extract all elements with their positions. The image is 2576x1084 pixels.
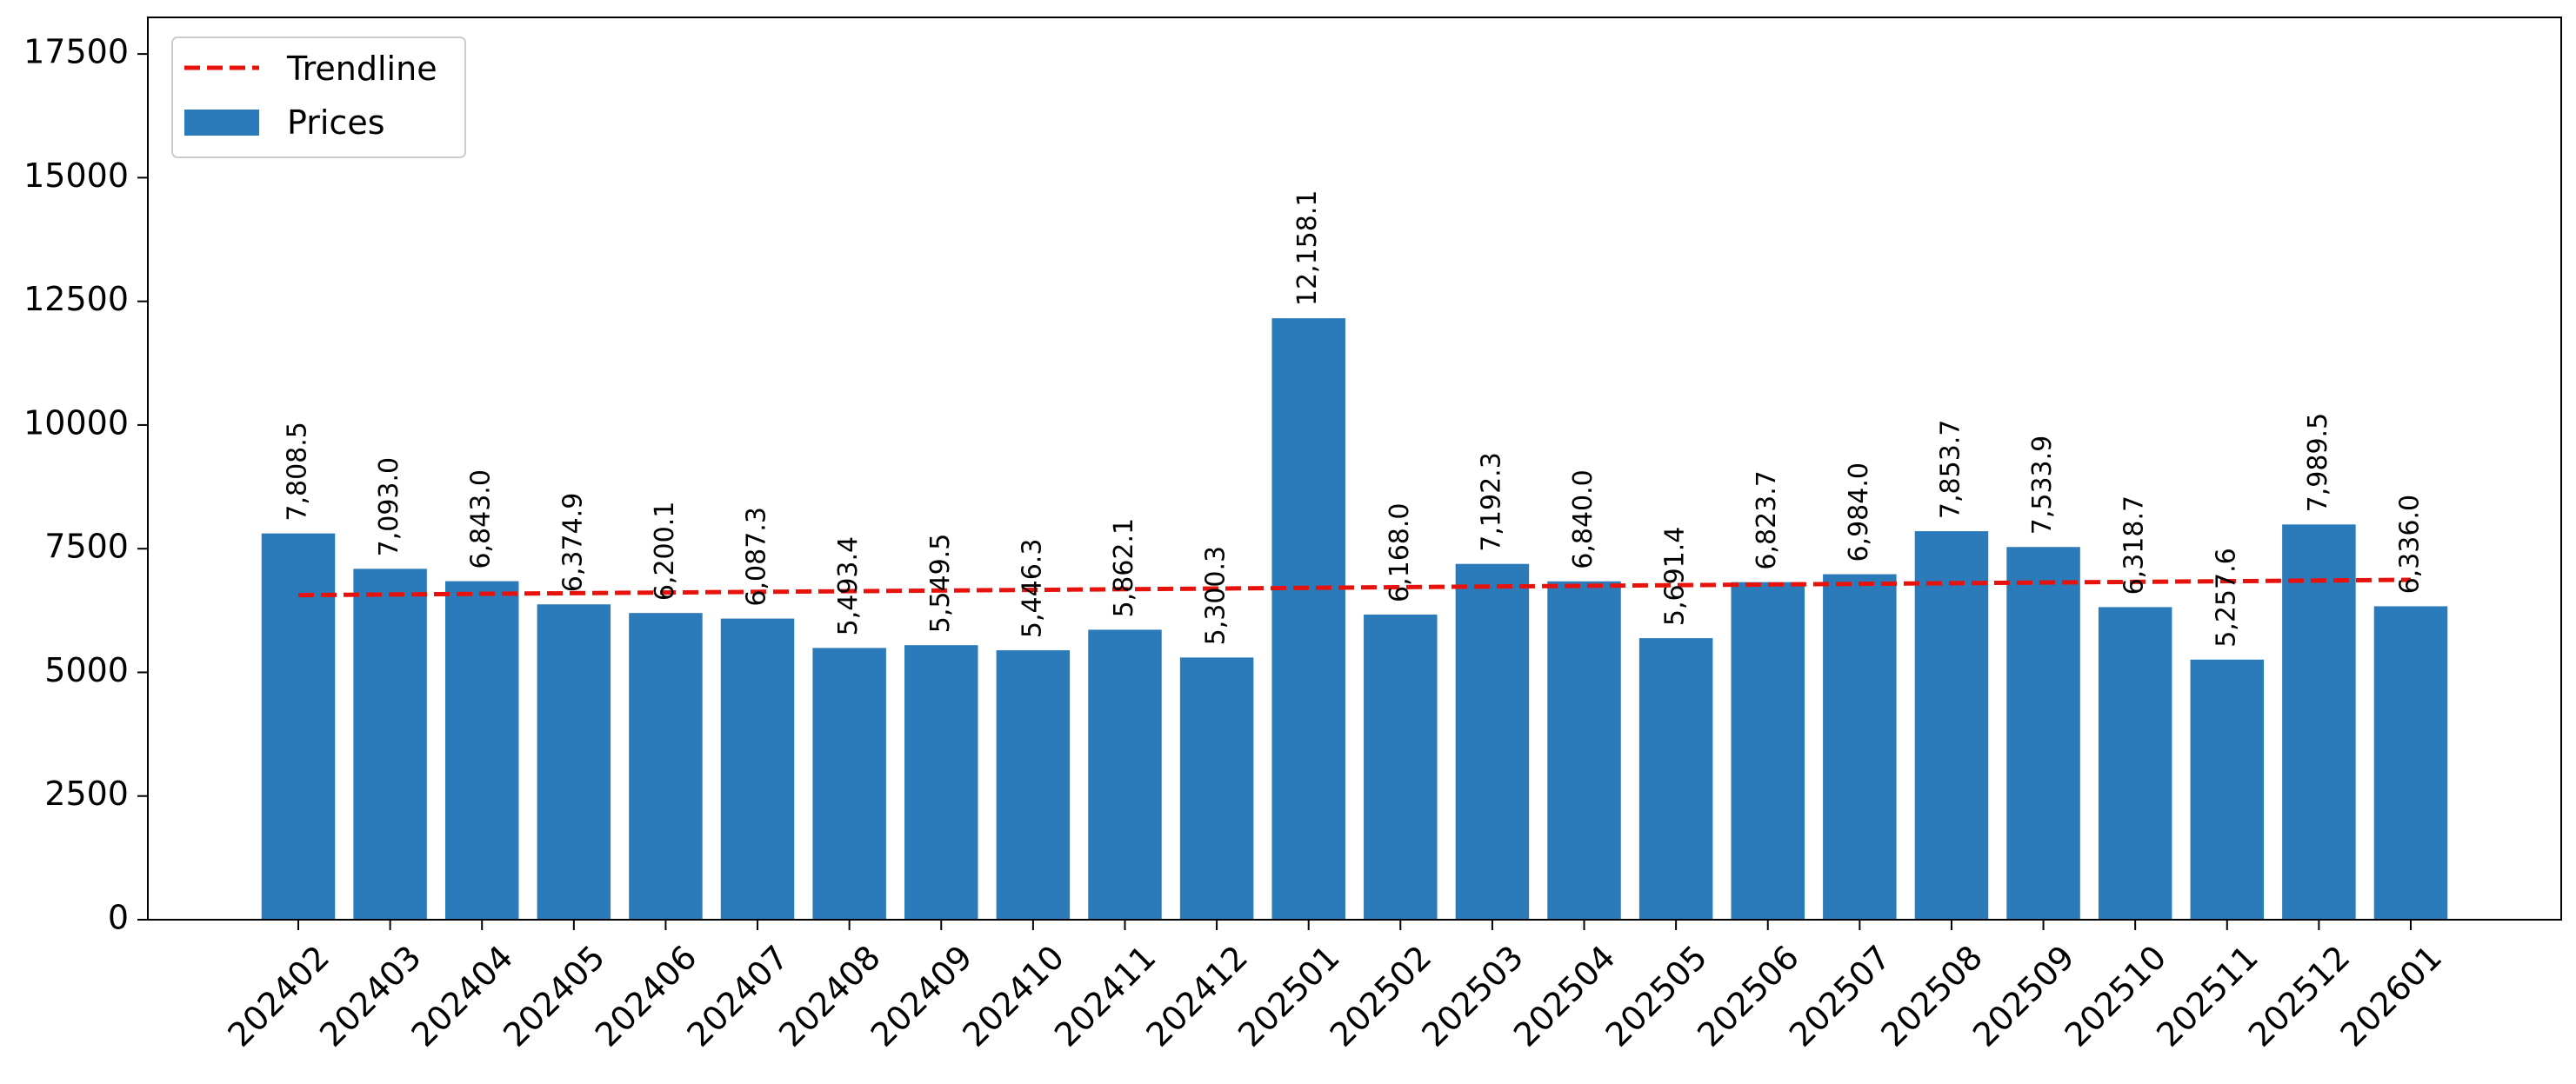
x-tick-label-202505: 202505 (1598, 938, 1715, 1054)
data-label-202504: 6,840.0 (1568, 469, 1598, 569)
y-tick-label: 7500 (44, 528, 129, 566)
data-label-202405: 6,374.9 (557, 493, 588, 593)
data-label-202402: 7,808.5 (283, 422, 313, 522)
x-tick-label-202410: 202410 (955, 938, 1071, 1054)
data-label-202406: 6,200.1 (650, 502, 680, 602)
x-tick-label-202509: 202509 (1965, 938, 2082, 1054)
data-label-202511: 5,257.6 (2211, 548, 2241, 648)
data-label-202503: 7,192.3 (1476, 452, 1506, 552)
data-labels-layer: 7,808.5 7,093.0 6,843.0 6,374.9 6,200.1 6,087… (283, 190, 2426, 648)
x-tick-label-202404: 202404 (404, 938, 521, 1054)
data-label-202510: 6,318.7 (2119, 495, 2150, 595)
x-tick-label-202412: 202412 (1139, 938, 1256, 1054)
bar-202505 (1638, 638, 1713, 920)
bar-202411 (1088, 629, 1162, 920)
legend-prices-label: Prices (287, 103, 385, 142)
x-tick-label-202406: 202406 (588, 938, 704, 1054)
bar-202511 (2190, 659, 2265, 920)
bars-layer (261, 318, 2448, 920)
x-tick-label-202510: 202510 (2058, 938, 2174, 1054)
legend-trendline-label: Trendline (286, 50, 437, 88)
x-tick-label-202504: 202504 (1506, 938, 1623, 1054)
x-tick-label-202507: 202507 (1782, 938, 1899, 1054)
data-label-202505: 5,691.4 (1660, 527, 1691, 627)
bar-202502 (1364, 614, 1438, 920)
x-tick-label-202411: 202411 (1047, 938, 1164, 1054)
bar-202507 (1823, 574, 1897, 920)
y-tick-label: 0 (108, 899, 129, 937)
bar-202405 (537, 604, 611, 920)
trendline (297, 577, 2412, 598)
data-label-202407: 6,087.3 (742, 507, 772, 607)
bar-202412 (1179, 657, 1254, 920)
data-label-202501: 12,158.1 (1292, 190, 1323, 307)
legend: Trendline Prices (171, 37, 466, 158)
bar-202510 (2098, 607, 2172, 920)
x-tick-label-202511: 202511 (2149, 938, 2266, 1054)
x-tick-label-202501: 202501 (1231, 938, 1347, 1054)
plot-frame (147, 17, 2562, 921)
data-label-202506: 6,823.7 (1752, 470, 1782, 570)
y-tick-label: 2500 (44, 775, 129, 813)
x-tick-label-202402: 202402 (220, 938, 337, 1054)
bar-202508 (1914, 531, 1989, 920)
data-label-202601: 6,336.0 (2395, 495, 2426, 595)
y-axis: 0 2500 5000 7500 10000 12500 15000 17500 (23, 33, 148, 937)
bar-202406 (629, 613, 703, 920)
x-tick-label-202508: 202508 (1873, 938, 1990, 1054)
bar-202601 (2373, 606, 2448, 920)
data-label-202409: 5,549.5 (925, 534, 956, 634)
trendline-layer (297, 577, 2412, 598)
bar-202506 (1731, 582, 1805, 920)
bar-202501 (1271, 318, 1345, 920)
y-tick-label: 5000 (44, 651, 129, 689)
bar-202504 (1547, 581, 1621, 920)
bar-202509 (2006, 547, 2080, 920)
x-axis: 2024022024032024042024052024062024072024… (220, 920, 2449, 1054)
y-tick-label: 15000 (23, 156, 129, 195)
data-label-202410: 5,446.3 (1017, 539, 1047, 639)
data-label-202404: 6,843.0 (466, 469, 497, 569)
x-tick-label-202503: 202503 (1414, 938, 1531, 1054)
data-label-202508: 7,853.7 (1935, 420, 1965, 520)
bar-202503 (1455, 563, 1530, 920)
bar-202410 (996, 650, 1071, 920)
y-tick-label: 10000 (23, 403, 129, 442)
bar-202512 (2282, 524, 2356, 920)
legend-prices-swatch (184, 110, 259, 136)
x-tick-label-202512: 202512 (2241, 938, 2358, 1054)
y-tick-label: 17500 (23, 33, 129, 71)
bar-202408 (812, 648, 886, 920)
data-label-202403: 7,093.0 (374, 457, 404, 557)
data-label-202512: 7,989.5 (2303, 413, 2333, 513)
x-tick-label-202408: 202408 (771, 938, 888, 1054)
data-label-202507: 6,984.0 (1844, 462, 1874, 562)
y-tick-label: 12500 (23, 280, 129, 318)
x-tick-label-202409: 202409 (864, 938, 980, 1054)
data-label-202509: 7,533.9 (2027, 436, 2058, 535)
bar-202403 (353, 569, 427, 920)
data-label-202411: 5,862.1 (1109, 518, 1139, 618)
data-label-202408: 5,493.4 (833, 536, 864, 636)
x-tick-label-202403: 202403 (312, 938, 429, 1054)
x-tick-label-202407: 202407 (680, 938, 797, 1054)
x-tick-label-202601: 202601 (2332, 938, 2449, 1054)
x-tick-label-202502: 202502 (1323, 938, 1439, 1054)
data-label-202502: 6,168.0 (1385, 502, 1415, 602)
bar-202409 (904, 645, 978, 920)
bar-202402 (261, 533, 336, 920)
x-tick-label-202405: 202405 (496, 938, 612, 1054)
x-tick-label-202506: 202506 (1690, 938, 1806, 1054)
data-label-202412: 5,300.3 (1201, 546, 1231, 646)
bar-202407 (720, 618, 795, 920)
bar-202404 (444, 581, 519, 920)
